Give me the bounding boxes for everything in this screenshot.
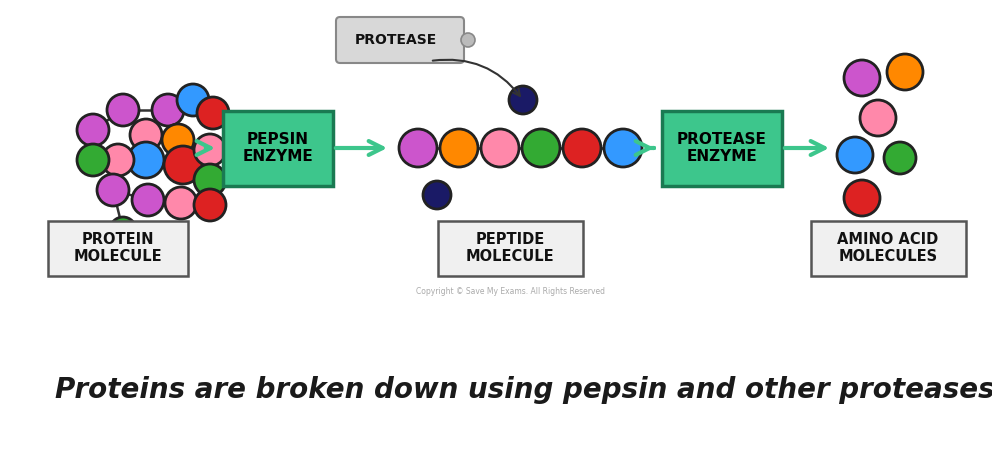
Circle shape — [165, 187, 197, 219]
FancyBboxPatch shape — [437, 220, 582, 276]
Circle shape — [194, 189, 226, 221]
Text: AMINO ACID
MOLECULES: AMINO ACID MOLECULES — [837, 232, 938, 264]
Circle shape — [423, 181, 451, 209]
Circle shape — [194, 164, 226, 196]
Circle shape — [884, 142, 916, 174]
Circle shape — [399, 129, 437, 167]
Text: Proteins are broken down using pepsin and other proteases: Proteins are broken down using pepsin an… — [55, 376, 992, 404]
Text: Copyright © Save My Exams. All Rights Reserved: Copyright © Save My Exams. All Rights Re… — [416, 287, 604, 297]
FancyBboxPatch shape — [336, 17, 464, 63]
Circle shape — [107, 94, 139, 126]
Circle shape — [563, 129, 601, 167]
Text: PEPTIDE
MOLECULE: PEPTIDE MOLECULE — [465, 232, 555, 264]
Text: PROTEASE: PROTEASE — [355, 33, 437, 47]
Circle shape — [128, 142, 164, 178]
Text: PROTEIN
MOLECULE: PROTEIN MOLECULE — [73, 232, 163, 264]
FancyBboxPatch shape — [223, 110, 333, 185]
FancyBboxPatch shape — [810, 220, 965, 276]
Circle shape — [440, 129, 478, 167]
Circle shape — [77, 114, 109, 146]
Circle shape — [132, 184, 164, 216]
Text: PROTEASE
ENZYME: PROTEASE ENZYME — [678, 132, 767, 164]
Circle shape — [197, 97, 229, 129]
Circle shape — [860, 100, 896, 136]
Circle shape — [887, 54, 923, 90]
Circle shape — [77, 144, 109, 176]
Circle shape — [110, 217, 136, 243]
Circle shape — [604, 129, 642, 167]
Circle shape — [844, 180, 880, 216]
Circle shape — [164, 146, 202, 184]
Circle shape — [130, 119, 162, 151]
Circle shape — [152, 94, 184, 126]
Circle shape — [837, 137, 873, 173]
Circle shape — [177, 84, 209, 116]
Circle shape — [481, 129, 519, 167]
Circle shape — [97, 174, 129, 206]
Circle shape — [509, 86, 537, 114]
Circle shape — [461, 33, 475, 47]
Circle shape — [162, 124, 194, 156]
Circle shape — [522, 129, 560, 167]
Circle shape — [844, 60, 880, 96]
Circle shape — [194, 134, 226, 166]
Circle shape — [102, 144, 134, 176]
Text: PEPSIN
ENZYME: PEPSIN ENZYME — [243, 132, 313, 164]
FancyBboxPatch shape — [662, 110, 782, 185]
FancyBboxPatch shape — [48, 220, 188, 276]
